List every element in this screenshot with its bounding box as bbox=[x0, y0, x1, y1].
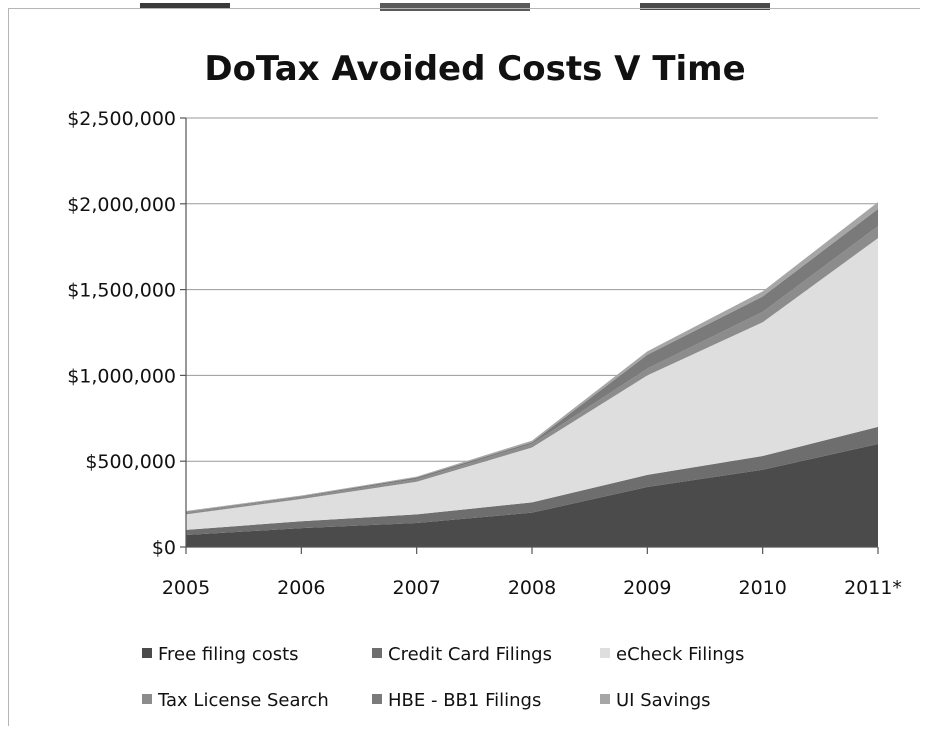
legend-swatch bbox=[142, 694, 152, 704]
legend-swatch bbox=[600, 648, 610, 658]
x-tick-label: 2008 bbox=[508, 577, 556, 599]
y-tick-label: $500,000 bbox=[85, 451, 176, 473]
legend: Free filing costs Credit Card Filings eChe… bbox=[142, 644, 744, 711]
legend-label: UI Savings bbox=[616, 690, 711, 711]
y-tick-label: $1,000,000 bbox=[67, 365, 176, 387]
x-tick-label: 2007 bbox=[392, 577, 440, 599]
y-tick-labels: $0 $500,000 $1,000,000 $1,500,000 $2,000,000… bbox=[67, 108, 176, 559]
legend-label: Tax License Search bbox=[157, 690, 329, 711]
legend-swatch bbox=[372, 694, 382, 704]
legend-label: Credit Card Filings bbox=[388, 644, 552, 665]
legend-label: eCheck Filings bbox=[616, 644, 744, 665]
y-tick-label: $2,500,000 bbox=[67, 108, 176, 130]
x-tick-label: 2010 bbox=[738, 577, 786, 599]
y-tick-label: $2,000,000 bbox=[67, 194, 176, 216]
x-tick-label: 2011* bbox=[844, 577, 902, 599]
chart-title: DoTax Avoided Costs V Time bbox=[204, 49, 745, 89]
x-tick-label: 2005 bbox=[162, 577, 210, 599]
legend-swatch bbox=[372, 648, 382, 658]
area-series bbox=[186, 202, 878, 547]
legend-label: HBE - BB1 Filings bbox=[388, 690, 541, 711]
x-tick-label: 2006 bbox=[277, 577, 325, 599]
legend-swatch bbox=[600, 694, 610, 704]
legend-label: Free filing costs bbox=[158, 644, 299, 665]
x-tick-label: 2009 bbox=[623, 577, 671, 599]
y-tick-label: $1,500,000 bbox=[67, 280, 176, 302]
x-tick-labels: 2005 2006 2007 2008 2009 2010 2011* bbox=[162, 577, 902, 599]
legend-swatch bbox=[142, 648, 152, 658]
y-tick-label: $0 bbox=[152, 537, 176, 559]
